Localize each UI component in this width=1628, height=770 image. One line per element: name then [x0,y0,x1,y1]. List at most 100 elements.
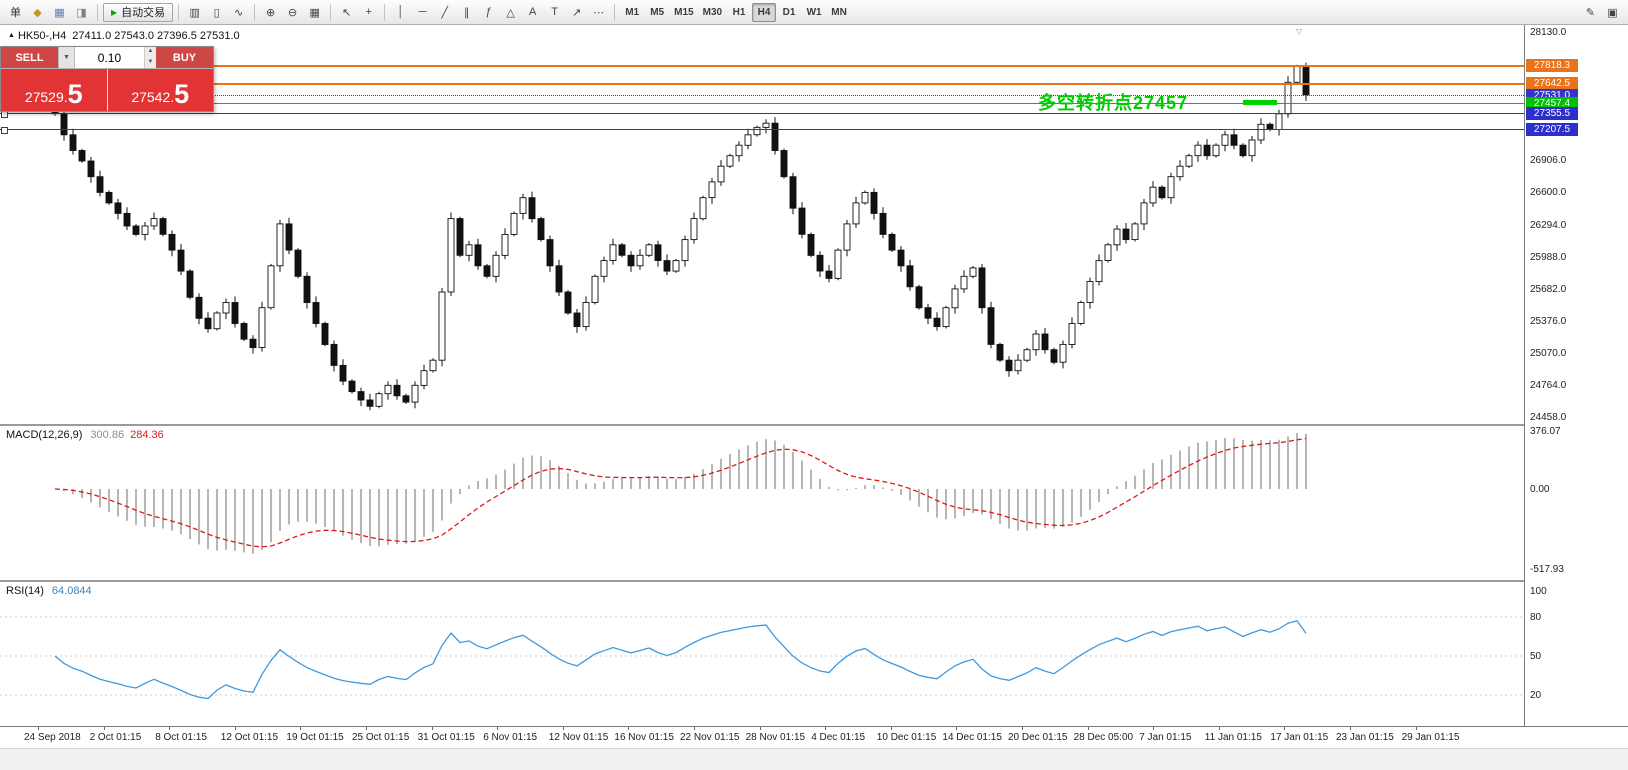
timeframe-m30[interactable]: M30 [702,6,723,18]
timeframe-m5[interactable]: M5 [650,6,665,18]
one-click-trading-widget: SELL ▼ ▲ ▼ BUY 27529.5 27542.5 [0,46,214,112]
tile-windows-icon[interactable]: ▦ [309,6,320,19]
timeframe-h1[interactable]: H1 [732,6,746,18]
autotrading-button[interactable]: ▶ 自动交易 [103,2,174,22]
timeframe-w1[interactable]: W1 [806,6,822,18]
volume-decrease-button[interactable]: ▼ [144,57,156,68]
new-order-button[interactable]: 单 [10,7,21,19]
candle [501,228,509,260]
horizontal-line-icon[interactable]: ─ [418,6,427,18]
time-axis-tick [169,727,171,730]
equidistant-channel-icon[interactable]: ∥ [463,6,470,19]
candle [582,296,590,331]
horizontal-line-27355.5[interactable] [0,113,1524,114]
candle [375,391,383,409]
candle [924,303,932,325]
fibonacci-icon[interactable]: ƒ [485,6,492,18]
candle [1077,300,1085,326]
buy-price-display[interactable]: 27542. 5 [106,69,213,111]
buy-button[interactable]: BUY [156,47,213,68]
candle [177,244,185,275]
more-tools-icon[interactable]: ⋯ [593,6,605,19]
zoom-out-button[interactable]: ⊖ [288,6,298,19]
chart-title: ▲ HK50-,H4 27411.0 27543.0 27396.5 27531.0 [8,30,240,42]
edit-pencil-icon[interactable]: ✎ [1585,6,1596,19]
horizontal-line-27457.4[interactable] [0,103,1524,104]
vertical-line-icon[interactable]: │ [397,6,405,18]
horizontal-line-27531.0[interactable] [0,95,1524,96]
charts-window-icon[interactable]: ◆ [33,6,42,19]
price-chart-panel[interactable]: ▽ 多空转折点27457 ▲ HK50-,H4 27411.0 27543.0 27… [0,25,1524,424]
line-handle[interactable] [1,111,8,118]
horizontal-line-27642.5[interactable] [0,83,1524,85]
timeframe-m15[interactable]: M15 [674,6,694,18]
profiles-icon[interactable]: ▦ [54,6,65,19]
time-axis-tick [1350,727,1351,730]
candle [1185,153,1193,169]
rsi-axis-label: 50 [1530,651,1542,662]
sell-button[interactable]: SELL [1,47,58,68]
timeframe-h4[interactable]: H4 [752,2,777,22]
time-axis-tick [628,727,630,730]
sell-price-fraction: 5 [67,79,83,109]
volume-dropdown-button[interactable]: ▼ [58,47,75,68]
candle [87,157,95,183]
candle [933,312,941,331]
line-chart-icon[interactable]: ∿ [234,6,244,19]
text-icon[interactable]: A [528,6,537,18]
navigator-icon[interactable]: ◨ [76,6,87,19]
cursor-icon[interactable]: ↖ [342,6,352,19]
macd-axis-label: 376.07 [1530,426,1561,437]
chart-annotation-text[interactable]: 多空转折点27457 [1038,93,1189,113]
rsi-axis-label: 20 [1530,690,1542,701]
time-axis-tick [431,727,433,730]
time-axis[interactable]: 24 Sep 2018 2 Oct 01:15 8 Oct 01:15 12 Oct … [0,726,1628,748]
macd-panel[interactable]: MACD(12,26,9) 300.86 284.36 [0,426,1524,580]
candle [222,298,230,320]
horizontal-line-27207.5[interactable] [0,129,1524,130]
candle [114,198,122,220]
candle [906,259,914,291]
volume-spinner: ▲ ▼ [143,47,156,68]
volume-increase-button[interactable]: ▲ [144,47,156,58]
horizontal-line-27818.3[interactable] [0,65,1524,67]
pivot-highlight-segment[interactable] [1243,100,1277,105]
crosshair-icon[interactable]: + [365,6,372,18]
candle [1248,136,1256,162]
rsi-plot [0,616,1524,700]
timeframe-m1[interactable]: M1 [625,6,640,18]
sell-price-display[interactable]: 27529. 5 [1,69,107,111]
chart-shift-marker[interactable]: ▽ [1296,27,1303,36]
candle [807,232,815,258]
candlestick-chart-icon[interactable]: ▯ [213,6,220,19]
price-axis-label: 24764.0 [1530,380,1567,391]
candle [321,321,329,347]
candle [915,284,923,310]
text-label-icon[interactable]: T [551,6,559,18]
candle [1104,243,1112,263]
price-axis[interactable]: 27818.3 27642.5 27531.0 27457.4 27355.5 27207… [1524,25,1628,726]
candle [897,246,905,272]
zoom-in-button[interactable]: ⊕ [266,6,276,19]
shapes-icon[interactable]: △ [506,6,515,19]
candle [645,243,653,258]
trendline-icon[interactable]: ╱ [441,6,448,19]
arrows-icon[interactable]: ↗ [572,6,582,19]
volume-input[interactable] [75,47,144,68]
candle [780,148,788,179]
candle [258,301,266,352]
rsi-panel[interactable]: RSI(14) 64.0844 [0,582,1524,726]
time-axis-label: 24 Sep 2018 [24,732,81,743]
window-layout-icon[interactable]: ▣ [1607,6,1618,19]
candle [960,270,968,293]
panel-separator[interactable] [0,424,1628,426]
time-axis-tick [234,727,236,730]
bar-chart-icon[interactable]: ▥ [189,6,200,19]
line-handle[interactable] [1,127,8,134]
candle [735,141,743,162]
timeframe-d1[interactable]: D1 [782,6,796,18]
toolbar: 单 ◆ ▦ ◨ ▶ 自动交易 ▥ ▯ ∿ ⊕ ⊖ ▦ ↖ + │ ─ ╱ ∥ ƒ △ A T ↗ ⋯ M1 M5 M15 M30 H1 H… [0,0,1628,25]
candle [636,249,644,270]
panel-separator[interactable] [0,580,1628,582]
timeframe-mn[interactable]: MN [831,6,847,18]
